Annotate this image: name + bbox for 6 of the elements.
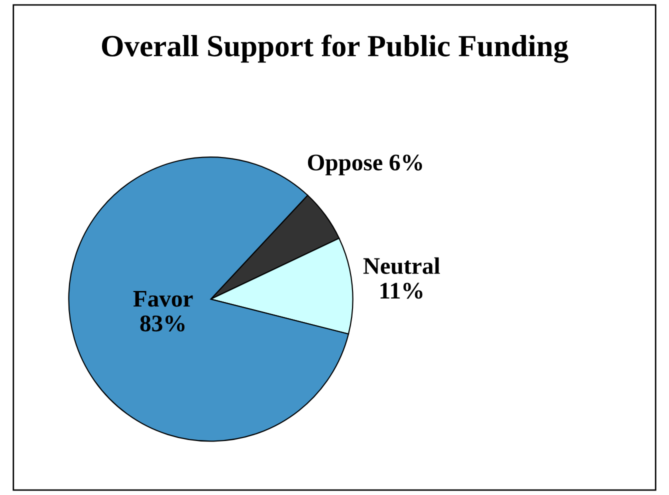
- chart-title: Overall Support for Public Funding: [102, 34, 568, 63]
- slice-label: Neutral: [363, 257, 440, 274]
- slice-label: Favor: [133, 291, 193, 307]
- data-label: 11%: [380, 282, 422, 299]
- slice-label: Oppose 6%: [308, 154, 422, 176]
- data-label: 83%: [140, 316, 184, 332]
